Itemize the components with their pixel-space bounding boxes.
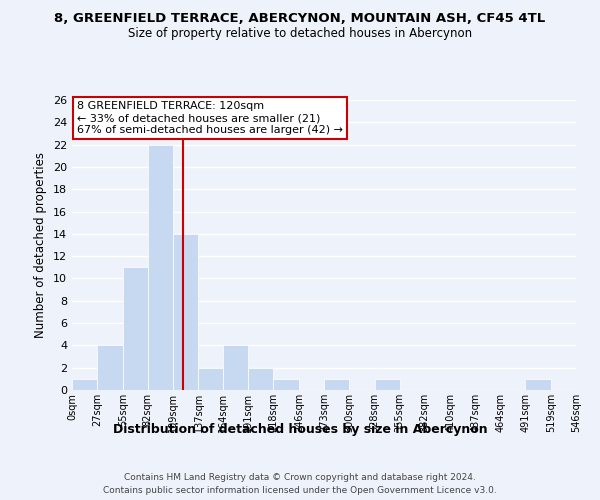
Bar bbox=[525, 379, 551, 390]
Bar bbox=[173, 234, 199, 390]
Bar bbox=[123, 268, 148, 390]
Text: Distribution of detached houses by size in Abercynon: Distribution of detached houses by size … bbox=[113, 422, 487, 436]
Y-axis label: Number of detached properties: Number of detached properties bbox=[34, 152, 47, 338]
Text: Contains public sector information licensed under the Open Government Licence v3: Contains public sector information licen… bbox=[103, 486, 497, 495]
Text: Size of property relative to detached houses in Abercynon: Size of property relative to detached ho… bbox=[128, 28, 472, 40]
Bar bbox=[248, 368, 273, 390]
Bar bbox=[148, 144, 173, 390]
Text: 8 GREENFIELD TERRACE: 120sqm
← 33% of detached houses are smaller (21)
67% of se: 8 GREENFIELD TERRACE: 120sqm ← 33% of de… bbox=[77, 102, 343, 134]
Bar bbox=[97, 346, 123, 390]
Bar bbox=[324, 379, 349, 390]
Bar bbox=[375, 379, 400, 390]
Text: 8, GREENFIELD TERRACE, ABERCYNON, MOUNTAIN ASH, CF45 4TL: 8, GREENFIELD TERRACE, ABERCYNON, MOUNTA… bbox=[55, 12, 545, 26]
Bar bbox=[273, 379, 299, 390]
Bar bbox=[223, 346, 248, 390]
Bar bbox=[72, 379, 97, 390]
Bar bbox=[199, 368, 223, 390]
Text: Contains HM Land Registry data © Crown copyright and database right 2024.: Contains HM Land Registry data © Crown c… bbox=[124, 472, 476, 482]
